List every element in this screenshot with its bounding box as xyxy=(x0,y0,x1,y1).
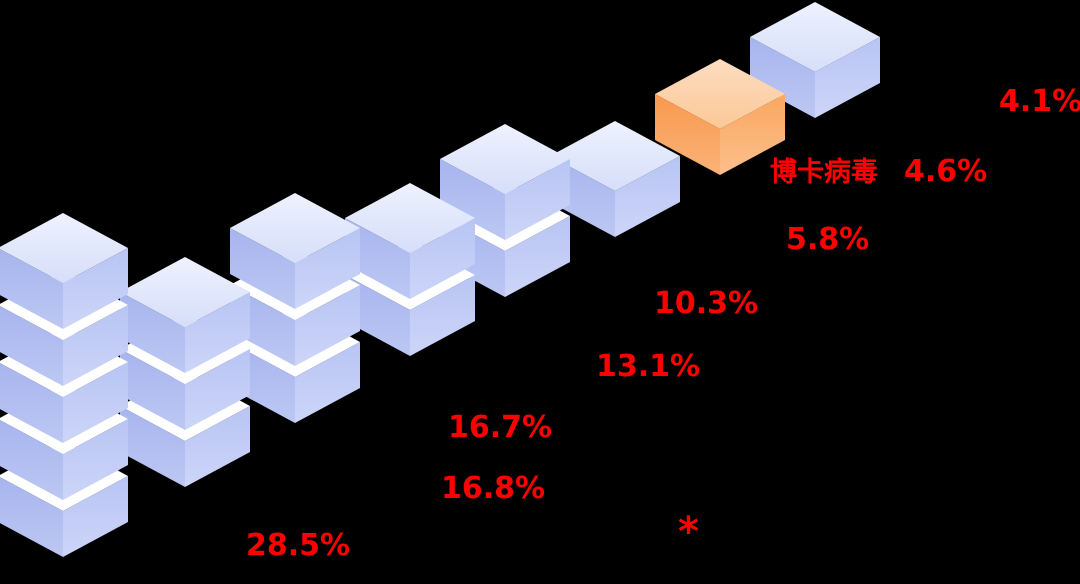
cube-right-face xyxy=(615,156,680,237)
cube-right-face xyxy=(63,362,128,443)
cube-left-face xyxy=(120,406,185,487)
cube-right-face xyxy=(63,419,128,500)
cube-left-face xyxy=(0,363,63,443)
cube-right-face xyxy=(815,37,880,118)
cube-stack-7 xyxy=(655,59,785,175)
cube-left-face xyxy=(0,420,63,500)
cube-stack-3 xyxy=(230,193,360,423)
footnote-asterisk: * xyxy=(678,509,699,555)
cube-stacks xyxy=(0,2,880,557)
cube-stack-2 xyxy=(120,257,250,487)
cube-stack-1 xyxy=(0,213,128,557)
cube-left-face xyxy=(750,37,815,118)
cube-left-face xyxy=(345,275,410,356)
cube-top xyxy=(345,183,475,299)
cube-left-face xyxy=(0,306,63,386)
cube-right-face xyxy=(720,94,785,175)
cube-top xyxy=(120,257,250,373)
cube-right-face xyxy=(63,476,128,557)
cube-left-face xyxy=(120,292,185,373)
cube-right-face xyxy=(185,292,250,373)
cube-top xyxy=(230,193,360,309)
cube-right-face xyxy=(295,285,360,366)
cube-right-face xyxy=(63,305,128,386)
cube-left-face xyxy=(655,94,720,175)
cube-left-face xyxy=(345,218,410,299)
cube-top xyxy=(440,124,570,240)
cube-left-face xyxy=(440,159,505,240)
cube-right-face xyxy=(185,406,250,487)
cube-left-face xyxy=(0,477,63,557)
cube-top xyxy=(0,213,128,329)
cube-stack-4 xyxy=(345,183,475,356)
cube-top xyxy=(750,2,880,118)
cube-top xyxy=(655,59,785,175)
cube-right-face xyxy=(410,275,475,356)
cube-right-face xyxy=(185,349,250,430)
cube-right-face xyxy=(295,342,360,423)
cube-stack-8 xyxy=(750,2,880,118)
cube-left-face xyxy=(230,228,295,309)
cube-right-face xyxy=(295,228,360,309)
cube-right-face xyxy=(505,216,570,297)
cube-left-face xyxy=(0,249,63,329)
cube-right-face xyxy=(505,159,570,240)
cube-right-face xyxy=(410,218,475,299)
cube-top-face xyxy=(0,213,128,283)
cube-left-face xyxy=(120,349,185,430)
cube-right-face xyxy=(63,248,128,329)
